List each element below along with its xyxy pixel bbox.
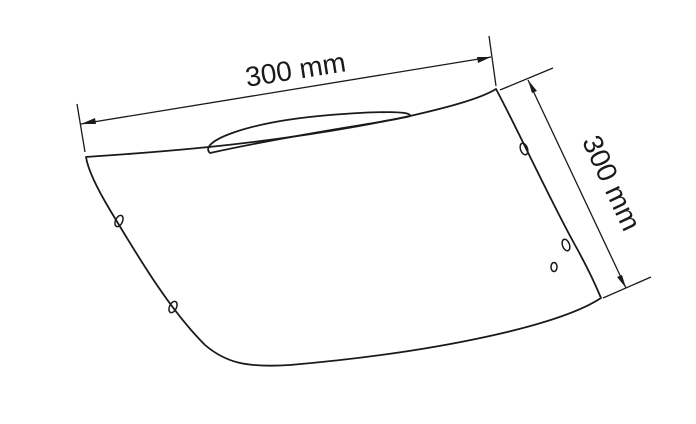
mounting-hole-right-lower: [561, 238, 571, 252]
width-extension-right: [488, 35, 497, 87]
width-dimension-label: 300 mm: [243, 46, 348, 92]
depth-dimension: [499, 67, 652, 299]
small-hole: [550, 261, 558, 273]
mounting-hole-right-upper: [519, 142, 529, 156]
mounting-holes: [114, 142, 571, 314]
depth-dimension-label: 300 mm: [576, 131, 647, 236]
width-dimension-line: [80, 56, 492, 125]
width-extension-left: [76, 103, 86, 153]
depth-arrowhead-top: [528, 80, 537, 93]
part-outline: [85, 88, 602, 367]
depth-extension-top: [499, 67, 554, 91]
depth-arrowhead-bottom: [617, 275, 626, 288]
part-body: [85, 88, 602, 367]
mounting-hole-left-lower: [168, 300, 178, 314]
width-dimension: [76, 35, 497, 153]
top-ellipse-opening: [207, 111, 411, 154]
width-arrowhead-right: [477, 57, 491, 63]
width-arrowhead-left: [81, 118, 96, 124]
mounting-hole-left-upper: [114, 214, 124, 228]
depth-dimension-line: [527, 79, 627, 289]
depth-extension-bottom: [602, 276, 652, 299]
